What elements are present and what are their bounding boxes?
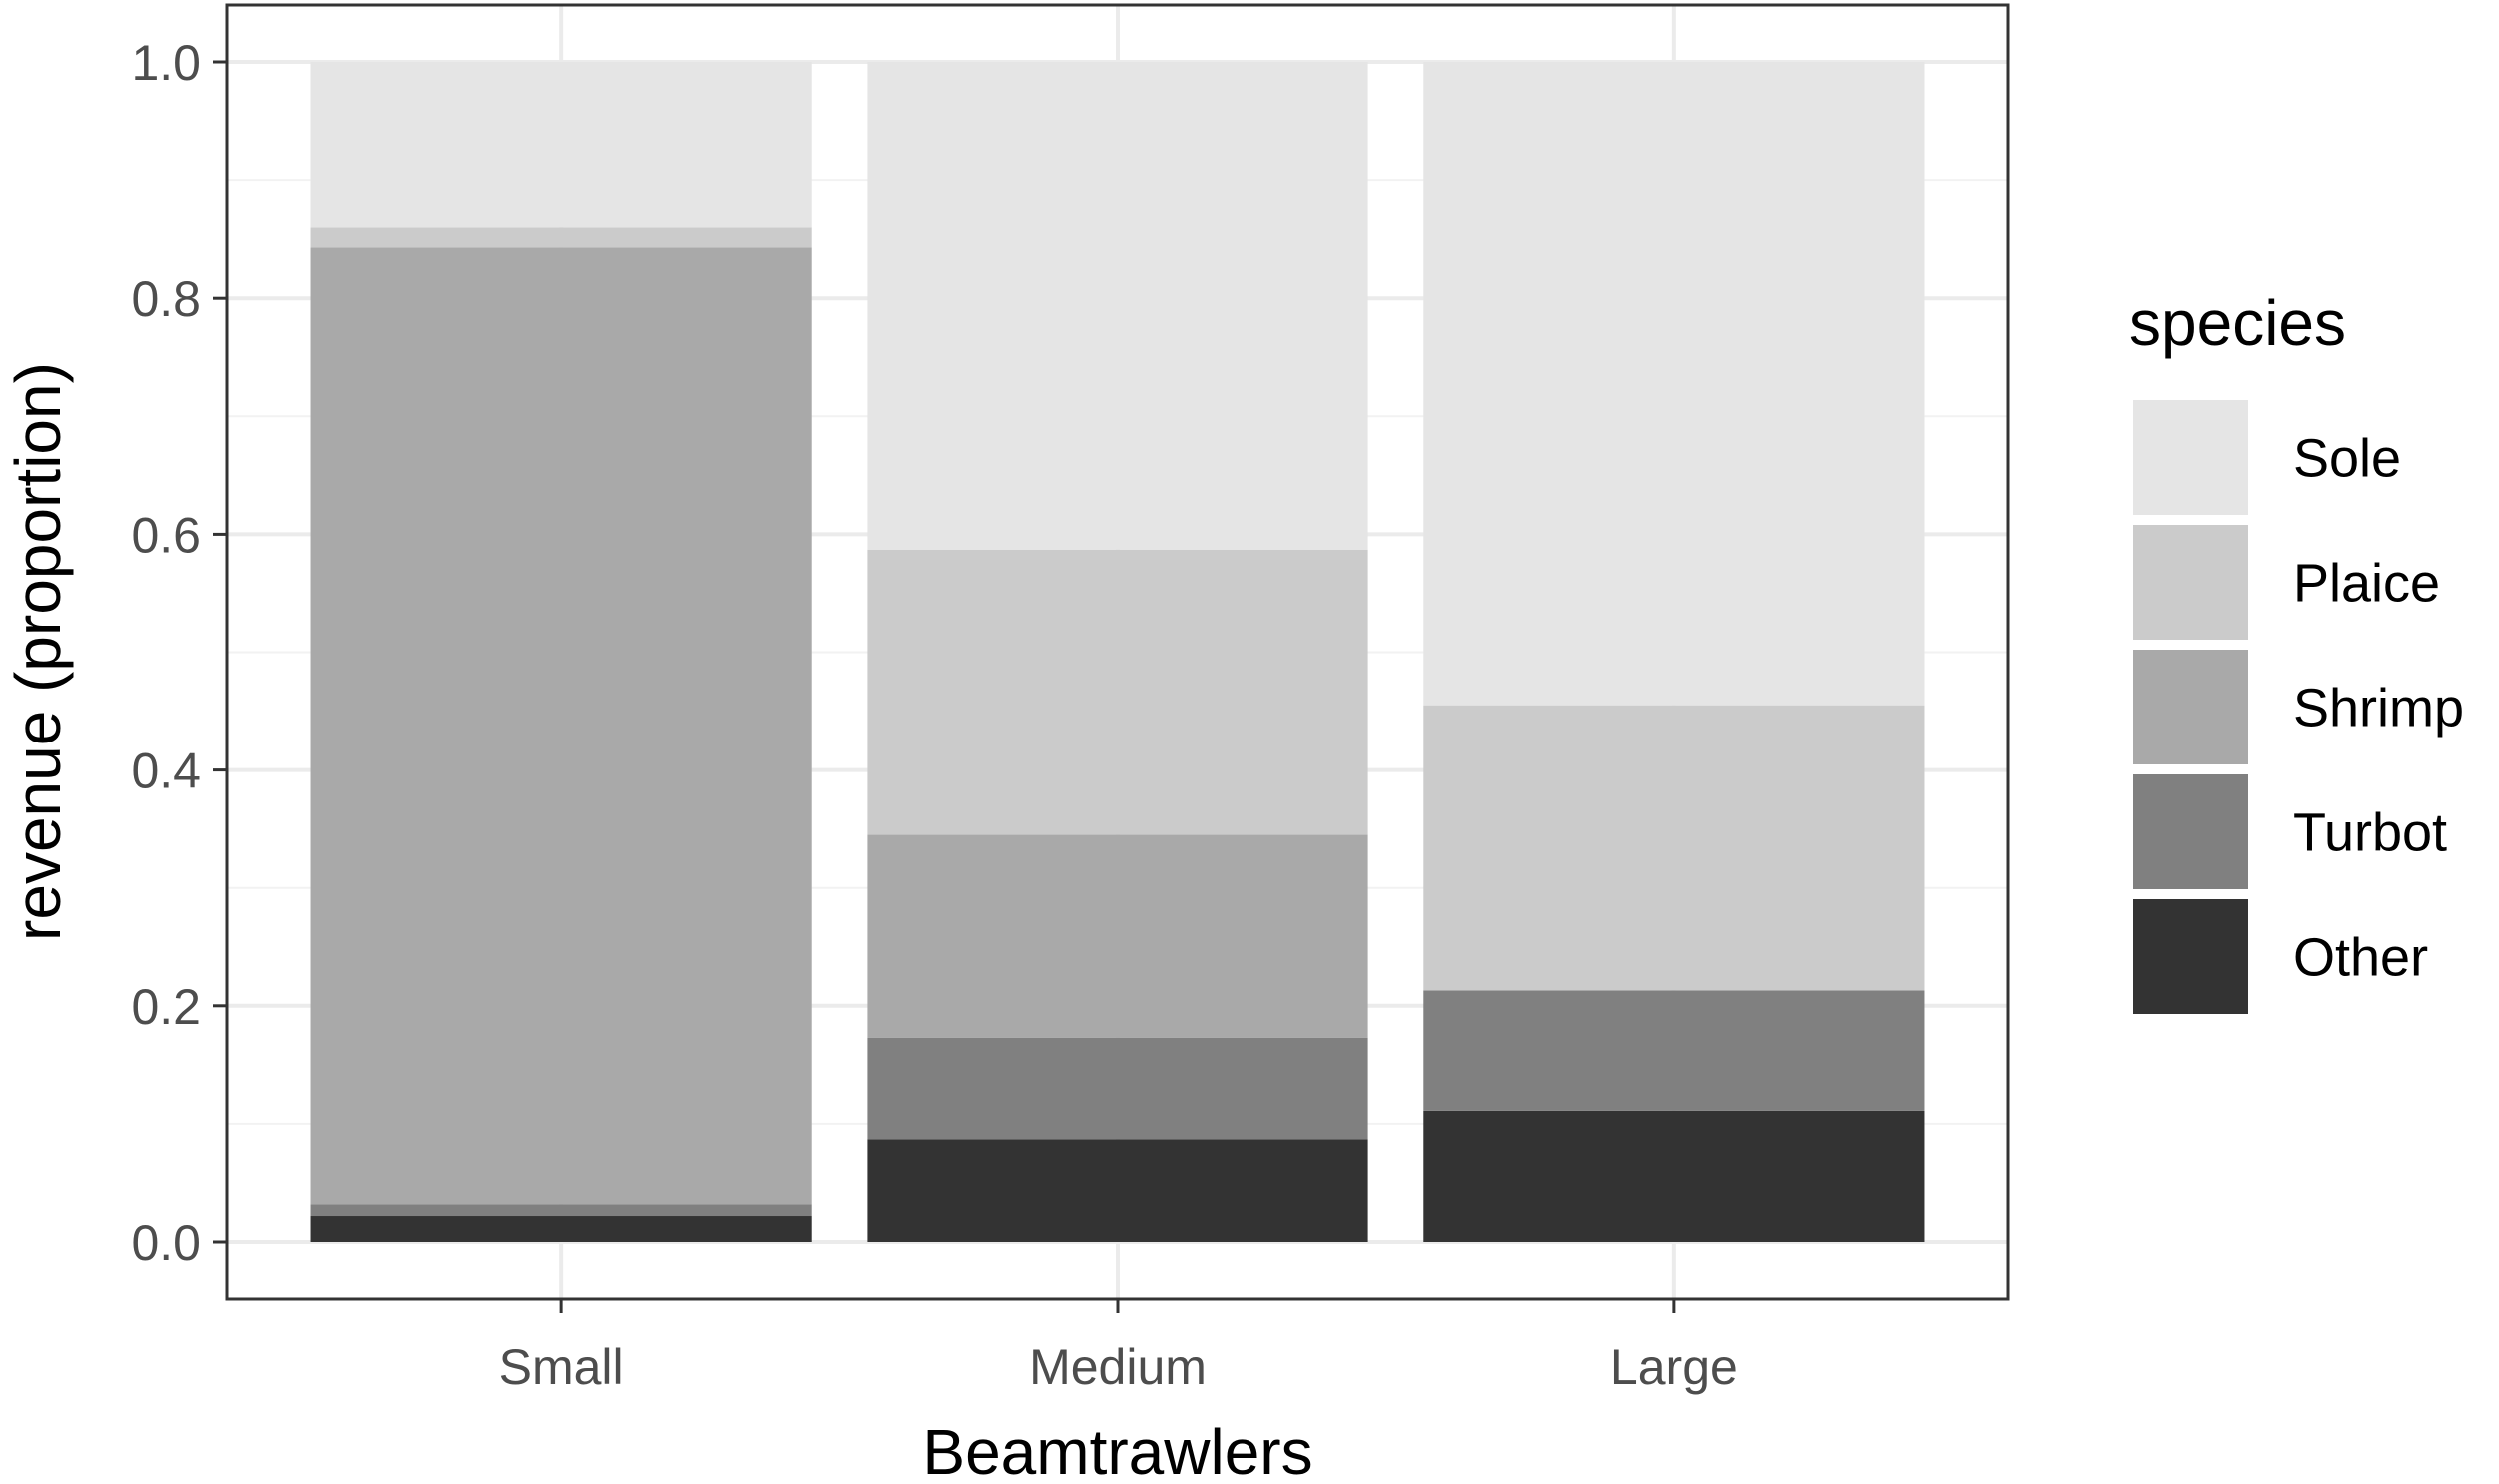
legend-key-turbot (2133, 774, 2248, 889)
legend-title: species (2129, 287, 2346, 359)
bar-segment-small-turbot (310, 1204, 812, 1217)
bar-segment-medium-shrimp (867, 834, 1368, 1038)
bar-segment-small-other (310, 1216, 812, 1242)
legend-key-plaice (2133, 525, 2248, 640)
bar-segment-large-turbot (1423, 990, 1925, 1111)
legend-key-other (2133, 899, 2248, 1014)
legend-key-sole (2133, 400, 2248, 515)
bars (310, 62, 1925, 1242)
y-tick-label: 0.0 (131, 1215, 201, 1271)
x-tick-label-large: Large (1610, 1339, 1738, 1395)
bar-segment-medium-sole (867, 62, 1368, 550)
x-tick-label-medium: Medium (1029, 1339, 1207, 1395)
bar-segment-large-other (1423, 1110, 1925, 1242)
bar-segment-small-sole (310, 62, 812, 228)
y-tick-label: 1.0 (131, 35, 201, 91)
bar-segment-small-shrimp (310, 247, 812, 1205)
x-axis-ticks: Small Medium Large (499, 1299, 1738, 1395)
bar-segment-medium-turbot (867, 1037, 1368, 1140)
legend-label-turbot: Turbot (2293, 803, 2447, 863)
bar-segment-large-sole (1423, 62, 1925, 706)
legend-label-sole: Sole (2293, 429, 2401, 489)
y-axis-title: revenue (proportion) (2, 362, 74, 941)
x-tick-label-small: Small (499, 1339, 624, 1395)
legend-label-other: Other (2293, 928, 2428, 988)
bar-segment-medium-plaice (867, 549, 1368, 835)
legend-label-plaice: Plaice (2293, 554, 2440, 614)
bar-segment-medium-other (867, 1139, 1368, 1242)
y-tick-label: 0.8 (131, 271, 201, 327)
legend-label-shrimp: Shrimp (2293, 679, 2464, 739)
legend-key-shrimp (2133, 650, 2248, 764)
x-axis-title: Beamtrawlers (922, 1416, 1312, 1484)
bar-segment-large-plaice (1423, 705, 1925, 991)
bar-segment-small-plaice (310, 227, 812, 248)
y-tick-label: 0.6 (131, 507, 201, 563)
legend: species Sole Plaice Shrimp Turbot Other (2129, 287, 2464, 1014)
y-tick-label: 0.4 (131, 743, 201, 799)
y-tick-label: 0.2 (131, 979, 201, 1035)
y-axis-ticks: 0.0 0.2 0.4 0.6 0.8 1.0 (131, 35, 227, 1271)
